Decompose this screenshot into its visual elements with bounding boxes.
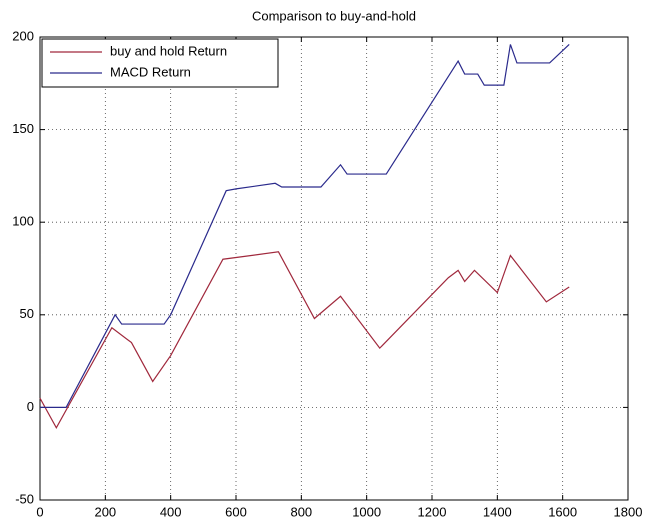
y-tick-label: 100 <box>12 214 34 229</box>
legend-label: buy and hold Return <box>110 43 227 58</box>
x-tick-label: 1200 <box>418 504 447 519</box>
x-tick-label: 0 <box>36 504 43 519</box>
legend-label: MACD Return <box>110 64 191 79</box>
x-tick-label: 1000 <box>352 504 381 519</box>
x-tick-label: 600 <box>225 504 247 519</box>
data-line <box>39 251 570 430</box>
y-tick-label: 150 <box>12 121 34 136</box>
x-tick-label: 200 <box>94 504 116 519</box>
x-tick-label: 1600 <box>548 504 577 519</box>
y-tick-label: 50 <box>20 306 34 321</box>
legend-box <box>41 38 279 88</box>
plot-frame <box>39 36 629 501</box>
data-line <box>40 43 570 408</box>
y-tick-label: 0 <box>27 399 34 414</box>
x-tick-label: 800 <box>290 504 312 519</box>
y-tick-label: 200 <box>12 28 34 43</box>
x-tick-label: 1400 <box>483 504 512 519</box>
x-tick-label: 400 <box>160 504 182 519</box>
y-tick-label: -50 <box>15 491 34 506</box>
x-tick-label: 1800 <box>614 504 643 519</box>
chart-title: Comparison to buy-and-hold <box>252 8 416 23</box>
